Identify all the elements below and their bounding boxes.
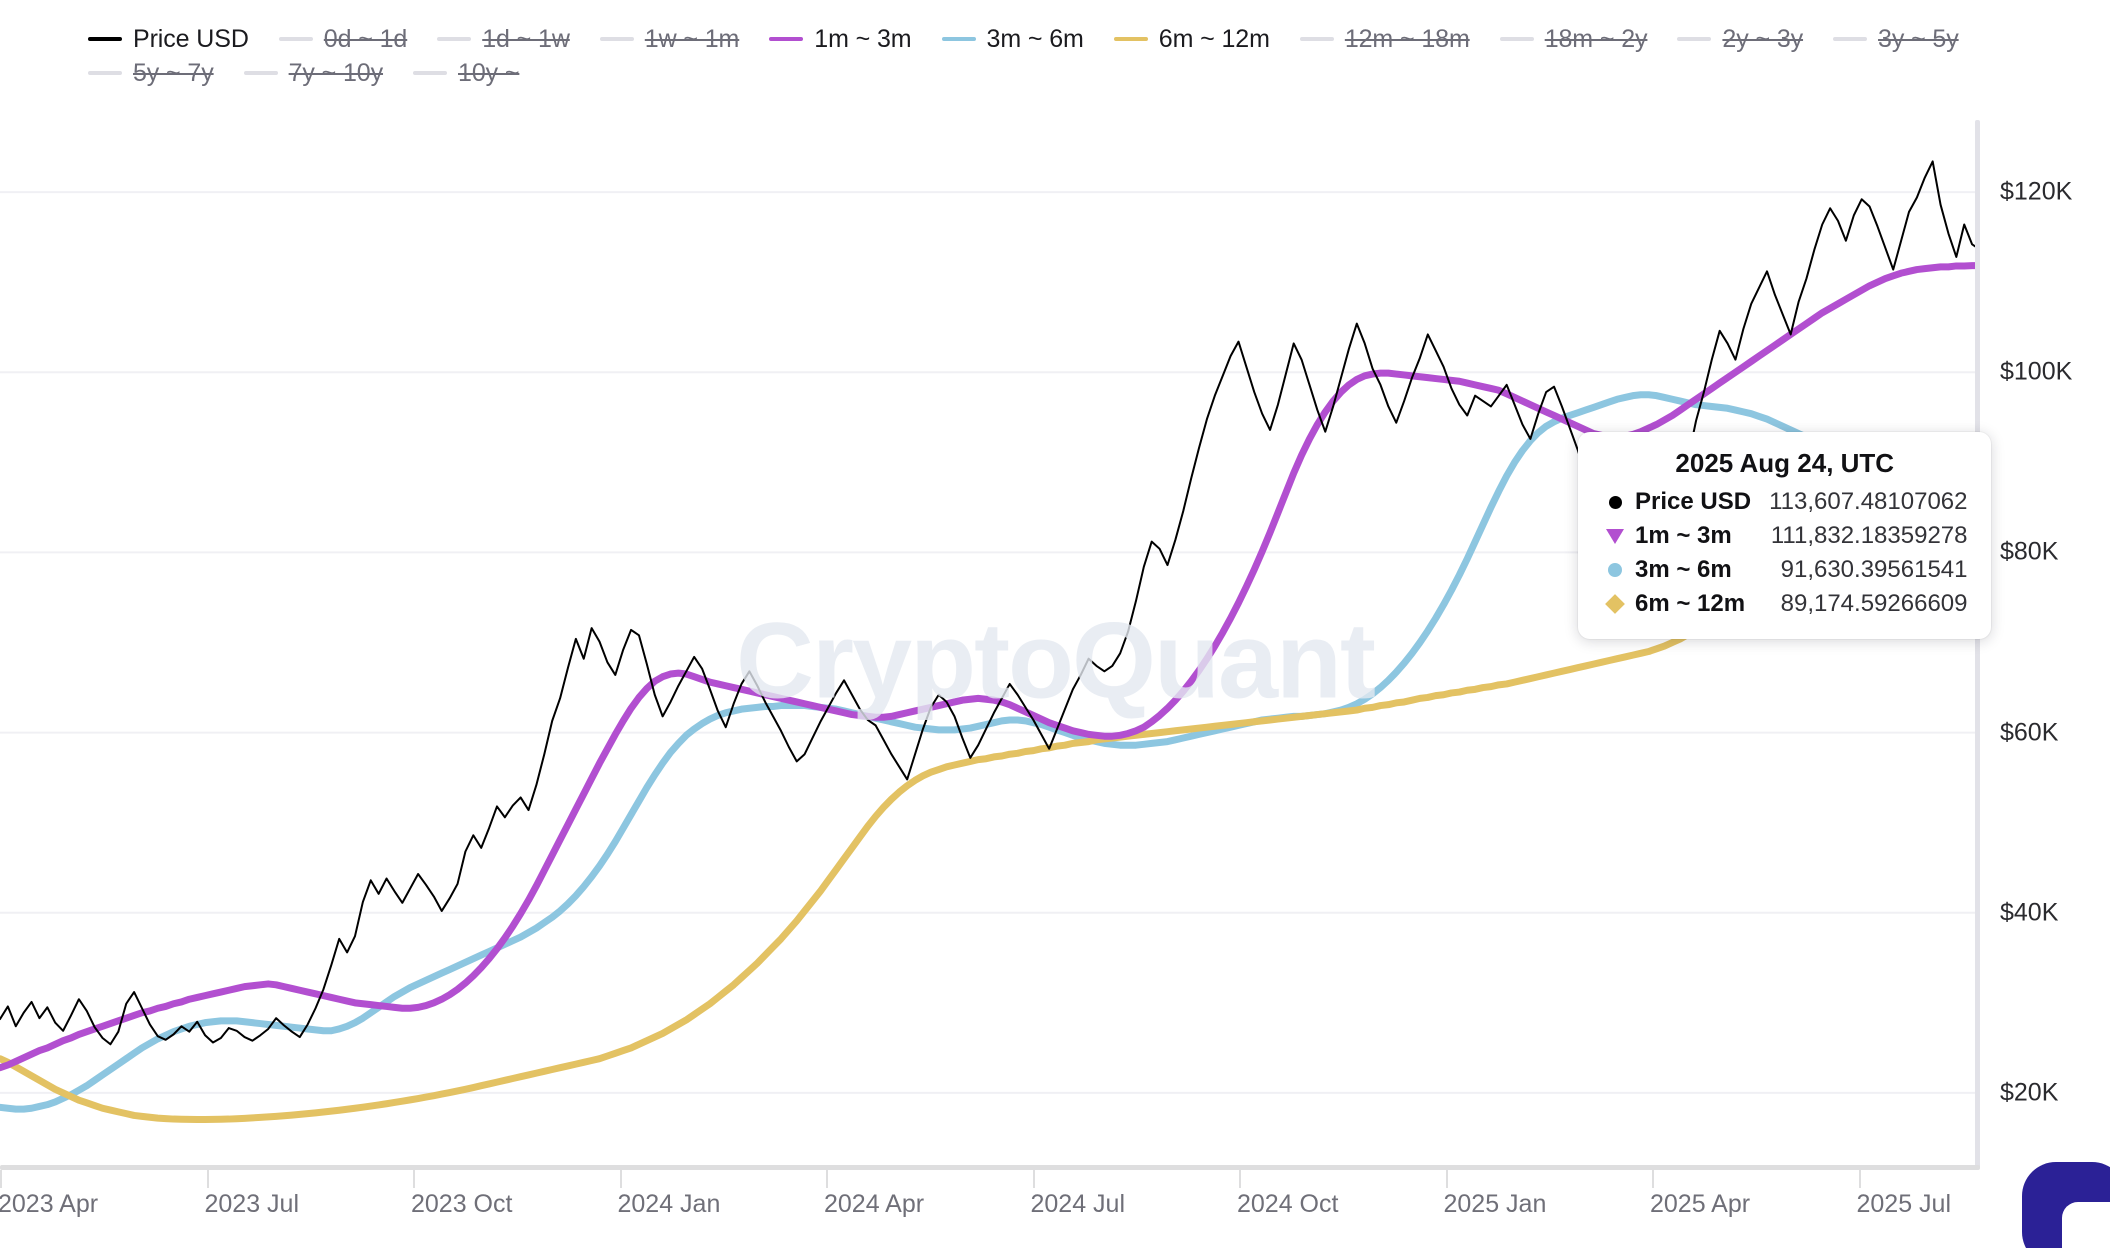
x-axis-tick-mark [1032,1170,1035,1188]
y-axis-tick-label: $120K [2000,177,2073,206]
tooltip-row: Price USD 113,607.48107062 [1602,485,1967,519]
brand-corner-badge [2022,1162,2110,1248]
triangle-marker-icon [1602,528,1628,544]
x-axis-tick-mark [1239,1170,1241,1188]
legend-swatch-icon [88,71,122,75]
legend-item-0d-1d[interactable]: 0d ~ 1d [278,22,408,56]
x-axis-tick-mark [413,1170,415,1188]
y-axis-tick-label: $40K [2000,898,2059,927]
y-axis-spine [1975,120,1980,1169]
series-line [0,466,1980,1124]
y-axis-tick-label: $20K [2000,1078,2059,1107]
diamond-marker-icon [1602,594,1628,614]
x-axis-tick-label: 2023 Apr [0,1190,99,1218]
tooltip-series-name: Price USD [1635,488,1752,515]
legend-item-label: 2y ~ 3y [1722,24,1804,53]
legend-item-label: 18m ~ 2y [1544,24,1648,53]
legend-item-12m-18m[interactable]: 12m ~ 18m [1299,22,1470,56]
x-axis-tick-label: 2024 Jan [617,1190,721,1218]
legend-swatch-icon [413,71,448,75]
tooltip-row: 1m ~ 3m 111,832.18359278 [1602,519,1967,553]
chart-legend: Price USD 0d ~ 1d 1d ~ 1w 1w ~ 1m 1m ~ 3m 3m … [88,22,2048,90]
legend-item-label: 5y ~ 7y [133,58,214,87]
tooltip-series-value: 113,607.48107062 [1769,488,1968,515]
x-axis-tick-mark [619,1170,622,1188]
legend-swatch-icon [1677,37,1712,41]
x-axis-tick-label: 2023 Oct [411,1190,513,1218]
legend-item-18m-2y[interactable]: 18m ~ 2y [1499,22,1648,56]
tooltip-series-name: 1m ~ 3m [1635,522,1732,549]
series-line [0,262,1980,1072]
y-axis-tick-label: $60K [2000,718,2059,747]
tooltip-series-value: 91,630.39561541 [1780,556,1968,583]
legend-item-label: 7y ~ 10y [288,58,384,87]
plot-area [0,120,1980,1165]
x-axis-tick-label: 2024 Jul [1030,1190,1126,1218]
tooltip-row: 3m ~ 6m 91,630.39561541 [1602,553,1967,587]
legend-swatch-icon [941,37,976,41]
legend-item-label: 6m ~ 12m [1158,24,1270,53]
series-line [0,391,1980,1113]
x-axis-tick-mark [0,1170,2,1188]
legend-item-label: 0d ~ 1d [323,24,408,53]
x-axis-spine [0,1165,1980,1170]
legend-item-10y[interactable]: 10y ~ [413,56,519,90]
plot-canvas [0,160,1980,1124]
dot-marker-icon [1602,563,1628,577]
x-axis-tick-label: 2024 Oct [1237,1190,1339,1218]
legend-item-label: 1m ~ 3m [814,24,912,53]
legend-item-label: 1d ~ 1w [482,24,570,53]
legend-swatch-icon [599,37,634,41]
tooltip-series-value: 111,832.18359278 [1770,522,1968,549]
y-axis-tick-label: $100K [2000,357,2073,386]
legend-item-1w-1m[interactable]: 1w ~ 1m [599,22,740,56]
legend-item-7y-10y[interactable]: 7y ~ 10y [243,56,384,90]
legend-swatch-icon [243,71,278,75]
legend-item-6m-12m[interactable]: 6m ~ 12m [1113,22,1270,56]
legend-item-3m-6m[interactable]: 3m ~ 6m [941,22,1084,56]
legend-swatch-icon [88,37,122,41]
x-axis-tick-mark [826,1170,828,1188]
x-axis-tick-mark [206,1170,209,1188]
legend-item-3y-5y[interactable]: 3y ~ 5y [1833,22,1959,56]
dot-marker-icon [1602,495,1628,509]
x-axis-tick-label: 2025 Jan [1443,1190,1547,1218]
legend-item-2y-3y[interactable]: 2y ~ 3y [1677,22,1803,56]
tooltip-series-name: 3m ~ 6m [1635,556,1732,583]
tooltip-row: 6m ~ 12m 89,174.59266609 [1602,587,1967,621]
x-axis-tick-label: 2024 Apr [824,1190,925,1218]
legend-item-label: 10y ~ [458,58,520,87]
tooltip-series-name: 6m ~ 12m [1635,590,1746,617]
legend-swatch-icon [1833,37,1868,41]
legend-swatch-icon [278,37,313,41]
x-axis-tick-label: 2023 Jul [204,1190,300,1218]
legend-item-label: Price USD [133,24,249,53]
legend-item-price-usd[interactable]: Price USD [88,22,249,56]
tooltip-date: 2025 Aug 24, UTC [1675,448,1895,478]
legend-swatch-icon [1113,37,1148,41]
legend-item-label: 3y ~ 5y [1878,24,1959,53]
legend-item-label: 12m ~ 18m [1344,24,1470,53]
legend-swatch-icon [1499,37,1534,41]
x-axis-tick-mark [1652,1170,1654,1188]
legend-item-1d-1w[interactable]: 1d ~ 1w [437,22,570,56]
chart-tooltip: 2025 Aug 24, UTC Price USD 113,607.481070… [1578,432,1992,639]
x-axis-tick-mark [1445,1170,1448,1188]
tooltip-series-value: 89,174.59266609 [1780,590,1968,617]
x-axis-tick-mark [1858,1170,1861,1188]
legend-item-label: 3m ~ 6m [986,24,1084,53]
legend-swatch-icon [769,37,804,41]
legend-item-1m-3m[interactable]: 1m ~ 3m [769,22,912,56]
y-axis-tick-label: $80K [2000,537,2059,566]
x-axis-tick-label: 2025 Apr [1650,1190,1751,1218]
x-axis-tick-label: 2025 Jul [1856,1190,1952,1218]
legend-swatch-icon [1299,37,1334,41]
legend-item-label: 1w ~ 1m [644,24,740,53]
legend-swatch-icon [437,37,472,41]
tooltip-rows: Price USD 113,607.48107062 1m ~ 3m 111,832.… [1602,485,1967,621]
legend-item-5y-7y[interactable]: 5y ~ 7y [88,56,214,90]
